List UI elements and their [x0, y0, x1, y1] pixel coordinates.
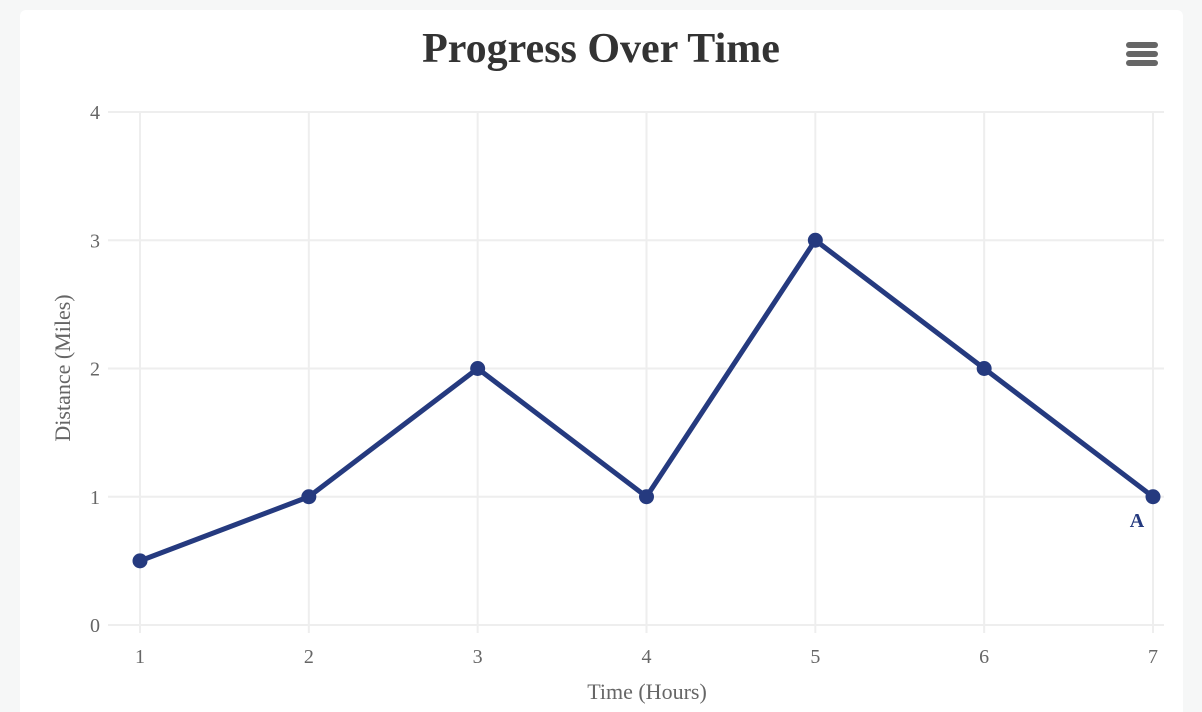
tick-labels: 0 1 2 3 4 1 2 3 4 5 6 7: [90, 102, 1158, 668]
y-axis-label: Distance (Miles): [50, 294, 75, 441]
data-point-6[interactable]: [976, 361, 992, 376]
chart-menu-button[interactable]: [1122, 38, 1162, 70]
data-point-7[interactable]: [1145, 489, 1161, 505]
x-axis-label: Time (Hours): [587, 679, 707, 704]
chart-title: Progress Over Time: [422, 26, 780, 72]
annotation-label-0: A: [1130, 510, 1145, 532]
data-point-3[interactable]: [470, 361, 486, 376]
grid: [108, 111, 1164, 633]
chart-card: [20, 10, 1183, 712]
y-tick-label-2: 2: [90, 359, 100, 381]
x-tick-label-6: 6: [979, 646, 989, 668]
x-tick-label-2: 2: [304, 646, 314, 668]
data-point-2[interactable]: [301, 489, 317, 505]
hamburger-menu-icon: [1126, 42, 1158, 48]
annotations: A: [1130, 510, 1145, 532]
y-tick-label-0: 0: [90, 615, 100, 637]
y-tick-label-3: 3: [90, 230, 100, 252]
data-point-1[interactable]: [132, 553, 148, 569]
hamburger-menu-icon-bar-3: [1126, 60, 1158, 66]
x-tick-label-7: 7: [1148, 646, 1158, 668]
y-tick-label-1: 1: [90, 487, 100, 509]
hamburger-menu-icon-bar-2: [1126, 51, 1158, 57]
y-tick-label-4: 4: [90, 102, 100, 124]
x-tick-label-5: 5: [810, 646, 820, 668]
x-tick-label-1: 1: [135, 646, 145, 668]
x-tick-label-4: 4: [642, 646, 652, 668]
x-tick-label-3: 3: [473, 646, 483, 668]
series: [132, 232, 1161, 569]
data-point-4[interactable]: [639, 489, 654, 505]
data-point-5[interactable]: [807, 232, 823, 248]
